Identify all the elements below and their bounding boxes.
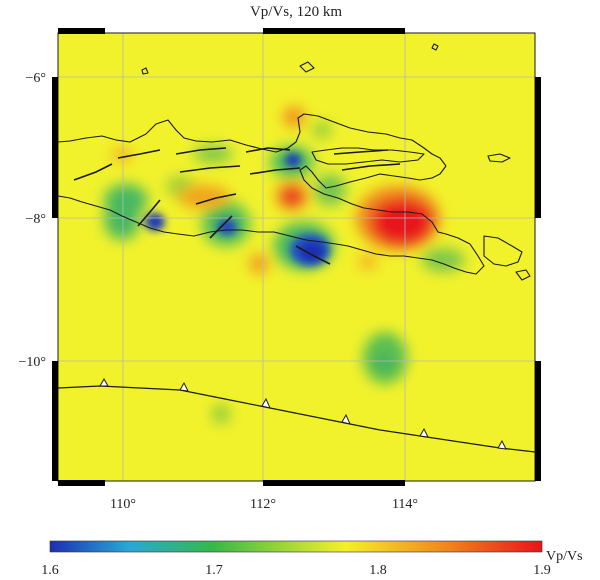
nusa-island [515, 269, 531, 281]
java-north-coast [58, 113, 447, 167]
karimun-island [141, 67, 149, 75]
bali-coast [483, 235, 523, 267]
colorbar-label: Vp/Vs [546, 549, 583, 564]
map-title: Vp/Vs, 120 km [250, 4, 342, 20]
graticule [58, 33, 535, 481]
fault-2 [117, 149, 161, 159]
lat-tick-8: −8° [26, 212, 47, 227]
trench-line [58, 385, 535, 453]
fault-8 [341, 163, 401, 171]
green-halos [104, 122, 465, 424]
colorbar-tick-1-8: 1.8 [369, 563, 387, 578]
lat-tick-labels: −6° −8° −10° [19, 71, 47, 370]
lon-tick-112: 112° [250, 497, 276, 512]
fault-lines [73, 147, 401, 265]
fault-6 [249, 167, 301, 175]
lat-tick-10: −10° [19, 355, 47, 370]
colorbar-gradient [49, 540, 543, 553]
fault-3 [175, 147, 227, 155]
colorbar-tick-1-7: 1.7 [205, 563, 223, 578]
lon-tick-114: 114° [392, 497, 418, 512]
madura-island [311, 147, 425, 165]
lon-tick-110: 110° [110, 497, 136, 512]
sunda-trench [58, 377, 535, 453]
fault-5 [245, 147, 291, 153]
lon-tick-labels: 110° 112° 114° [110, 497, 418, 512]
map-panel: 110° 112° 114° −6° −8° −10° [19, 28, 541, 512]
trench-teeth [99, 377, 507, 450]
coastlines [58, 43, 531, 281]
lat-tick-6: −6° [26, 71, 47, 86]
colorbar-tick-1-9: 1.9 [533, 563, 551, 578]
fault-4 [179, 165, 241, 173]
colorbar: Vp/Vs 1.6 1.7 1.8 1.9 [41, 540, 583, 578]
kangean-island [487, 153, 511, 163]
fault-9 [137, 199, 161, 227]
colorbar-ticks: 1.6 1.7 1.8 1.9 [41, 563, 551, 578]
java-east-coast [58, 165, 485, 275]
fault-12 [195, 193, 237, 205]
colorbar-tick-1-6: 1.6 [41, 563, 59, 578]
fault-10 [209, 215, 233, 239]
east-islet [431, 43, 439, 51]
fault-7 [333, 149, 389, 155]
frame-ticks [52, 28, 541, 486]
fault-11 [295, 245, 331, 265]
bawean-island [299, 61, 315, 73]
fault-1 [73, 163, 113, 181]
